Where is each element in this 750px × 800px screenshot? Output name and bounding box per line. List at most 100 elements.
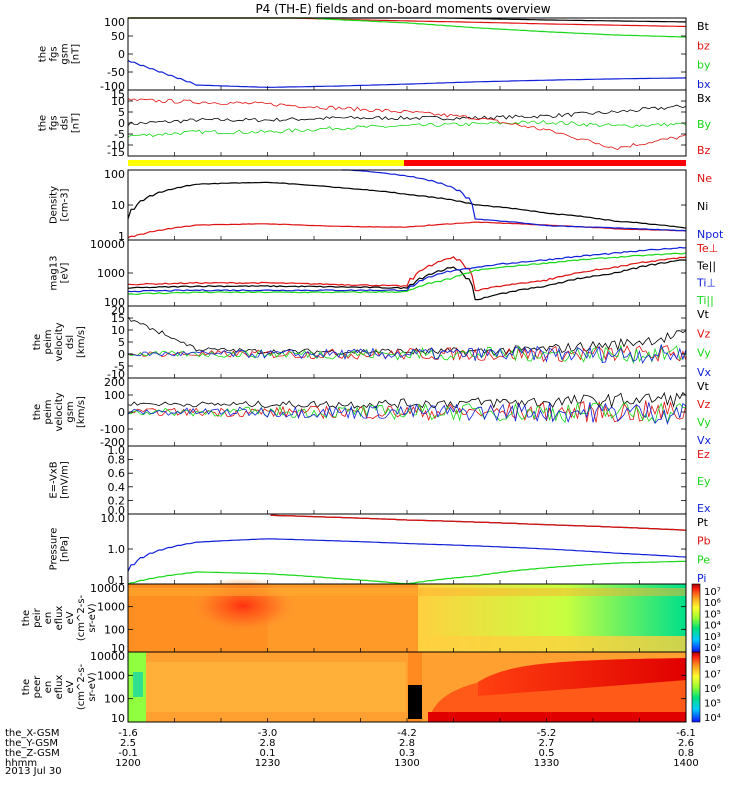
x-tick-label: 1200	[115, 758, 140, 769]
legend-entry: Ti||	[696, 294, 714, 307]
axis-row-label: the_X-GSM	[5, 728, 59, 739]
y-axis-label: eflux	[54, 675, 65, 700]
spectrogram-cold-region	[133, 672, 143, 697]
legend-entry: Bz	[697, 144, 711, 157]
series-line-Te⊥	[127, 256, 687, 292]
colorbar-tick-label: 10³	[704, 632, 721, 643]
y-axis-label: fgs	[49, 115, 60, 130]
y-axis-label: dsl	[60, 116, 71, 130]
legend-entry: Pb	[697, 535, 711, 548]
y-tick-label: 1	[118, 230, 125, 243]
legend-entry: Ti⊥	[696, 277, 716, 290]
axis-row-value: -0.1	[118, 748, 138, 759]
legend-entry: bx	[697, 78, 711, 91]
panel-frame	[127, 239, 687, 307]
y-tick-label: -15	[107, 146, 125, 159]
legend-entry: Vt	[697, 380, 710, 393]
series-line-Bx	[127, 104, 687, 127]
colorbar-tick-label: 10⁸	[704, 655, 721, 666]
legend-entry: Bt	[697, 20, 710, 33]
axis-row-value: -1.6	[118, 728, 138, 739]
y-tick-label: -5	[114, 360, 125, 373]
series-line-Ti⊥	[127, 246, 686, 293]
y-axis-label: [km/s]	[76, 326, 87, 358]
y-axis-label: [nPa]	[60, 536, 71, 562]
y-axis-label: peim	[43, 329, 54, 354]
panel-frame	[127, 445, 687, 515]
legend-entry: Te⊥	[696, 242, 718, 255]
legend-entry: Ni	[697, 200, 708, 213]
panel-frame	[127, 513, 687, 585]
y-axis-label: the	[38, 115, 49, 131]
colorbar	[691, 583, 701, 653]
y-tick-label: 10.0	[101, 512, 126, 525]
spectrogram-data-gap	[408, 685, 422, 719]
y-tick-label: -10	[107, 139, 125, 152]
y-tick-label: 10	[111, 324, 125, 337]
legend-entry: Ey	[697, 475, 711, 488]
spectrogram-region	[146, 662, 406, 712]
mode-bar	[128, 160, 686, 166]
y-axis-label: en	[43, 612, 54, 625]
y-tick-label: 200	[104, 376, 125, 389]
y-tick-label: 100	[104, 623, 125, 636]
spectrogram-top-band	[128, 588, 686, 596]
y-tick-label: 10	[111, 642, 125, 655]
y-tick-label: -50	[107, 66, 125, 79]
y-tick-label: 10	[111, 95, 125, 108]
y-axis-label: the	[38, 46, 49, 62]
y-axis-label: dsl	[65, 335, 76, 349]
panel-frame	[127, 169, 687, 241]
legend-entry: Vz	[697, 398, 711, 411]
axis-row-value: -4.2	[397, 728, 417, 739]
colorbar-tick-label: 10⁵	[704, 609, 721, 620]
legend-entry: Ne	[697, 172, 712, 185]
legend-entry: By	[697, 118, 712, 131]
spectrogram-low-band	[418, 636, 686, 652]
series-line-Ne	[127, 221, 687, 239]
x-tick-label: 1400	[673, 758, 698, 769]
y-tick-label: 0.1	[108, 574, 126, 587]
series-line-Vt	[127, 391, 687, 409]
series-line-Pi	[127, 538, 687, 572]
y-tick-label: 5	[118, 106, 125, 119]
colorbar-tick-label: 10⁷	[704, 670, 721, 681]
axis-row-value: 0.5	[539, 748, 555, 759]
y-axis-label: eflux	[54, 606, 65, 631]
y-tick-label: -5	[114, 128, 125, 141]
y-axis-label: [nT]	[71, 44, 82, 64]
y-axis-label: [mV/m]	[60, 461, 71, 499]
axis-row-value: 0.8	[678, 748, 694, 759]
y-axis-label: en	[43, 681, 54, 694]
axis-row-value: 0.1	[260, 748, 276, 759]
y-tick-label: 10000	[90, 238, 125, 251]
y-axis-label: peim	[43, 399, 54, 424]
y-tick-label: 0.8	[108, 454, 126, 467]
y-axis-label: gsm	[60, 43, 71, 64]
colorbar-tick-label: 10⁴	[704, 621, 721, 632]
series-line-Vy	[127, 344, 687, 365]
y-tick-label: 100	[104, 168, 125, 181]
y-tick-label: 0.6	[108, 467, 126, 480]
x-tick-label: 1230	[255, 758, 280, 769]
y-axis-label: eV	[65, 611, 76, 624]
legend-entry: Vx	[697, 434, 712, 447]
y-axis-label: peer	[32, 675, 43, 699]
y-tick-label: 1000	[97, 601, 125, 614]
legend-entry: Te||	[696, 259, 716, 272]
x-tick-label: 1330	[534, 758, 559, 769]
axis-row-value: -3.0	[258, 728, 278, 739]
panel-10: 10⁸ 10⁷ 10⁶ 10⁵ 10⁴ 10000 1000 100 10 the peer en ef…	[21, 650, 721, 725]
y-tick-label: 1.0	[108, 543, 126, 556]
y-tick-label: 100	[104, 389, 125, 402]
series-line-Vz	[127, 400, 687, 423]
axis-row-value: -5.2	[537, 728, 557, 739]
legend-entry: by	[697, 59, 711, 72]
y-axis-label: fgs	[49, 46, 60, 61]
y-tick-label: 1000	[97, 267, 125, 280]
